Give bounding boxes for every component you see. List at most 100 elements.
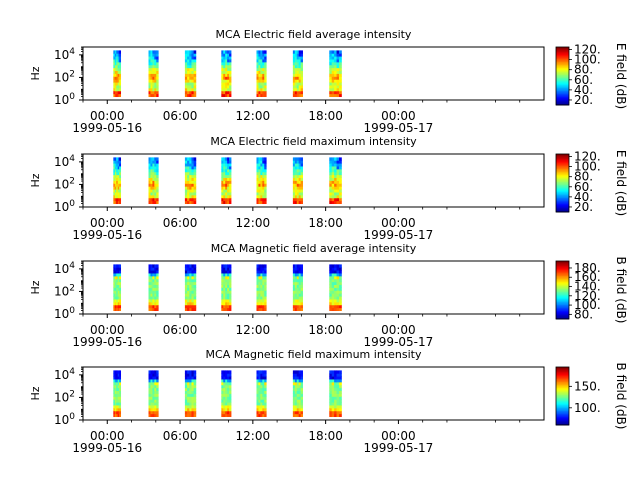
colorbar-tick-label: 120. (574, 43, 601, 57)
spectrogram-segment (113, 50, 122, 98)
spectrogram-segment (256, 264, 267, 312)
spectrogram-segment (292, 50, 303, 98)
colorbar-tick-label: 60. (574, 180, 593, 194)
panel-title: MCA Electric field maximum intensity (210, 135, 417, 148)
colorbar-tick-label: 120. (574, 150, 601, 164)
spectrogram-segment (329, 157, 342, 205)
x-tick-label: 12:00 (236, 216, 271, 230)
x-tick-label: 06:00 (163, 429, 198, 443)
x-tick-label: 18:00 (308, 429, 343, 443)
x-tick-date: 1999-05-17 (364, 228, 434, 242)
x-tick-label: 12:00 (236, 323, 271, 337)
y-tick-label: 100 (54, 412, 75, 427)
spectrogram-segment (256, 370, 267, 418)
y-tick-label: 104 (54, 261, 75, 276)
colorbar-tick-label: 150. (574, 379, 601, 393)
x-tick-label: 00:00 (381, 429, 416, 443)
x-tick-label: 00:00 (381, 109, 416, 123)
colorbar-tick-label: 80. (574, 307, 593, 321)
x-tick-label: 06:00 (163, 216, 198, 230)
y-tick-label: 104 (54, 154, 75, 169)
x-tick-label: 00:00 (381, 323, 416, 337)
spectrogram-segment (329, 50, 342, 98)
spectrogram-segment (148, 264, 159, 312)
x-tick-date: 1999-05-17 (364, 121, 434, 135)
x-tick-date: 1999-05-16 (72, 121, 142, 135)
spectrogram-segment (329, 370, 342, 418)
colorbar-tick-label: 100. (574, 160, 601, 174)
colorbar-label: B field (dB) (614, 363, 628, 430)
spectrogram-segment (292, 370, 303, 418)
axes-frame (82, 153, 545, 208)
colorbar-tick-label: 40. (574, 83, 593, 97)
colorbar-tick-label: 80. (574, 63, 593, 77)
y-axis-label: Hz (29, 386, 42, 400)
colorbar-tick-label: 40. (574, 190, 593, 204)
y-tick-label: 100 (54, 199, 75, 214)
spectrogram-segment (221, 157, 232, 205)
panel-4: MCA Magnetic field maximum intensity 100 1… (29, 348, 628, 455)
x-tick-label: 18:00 (308, 323, 343, 337)
colorbar-tick-label: 20. (574, 200, 593, 214)
colorbar-tick-label: 140. (574, 280, 601, 294)
panel-title: MCA Electric field average intensity (216, 28, 412, 41)
colorbar-tick-label: 100. (574, 298, 601, 312)
spectrogram-segment (256, 157, 267, 205)
panel-1: MCA Electric field average intensity 100 1… (29, 28, 628, 135)
x-tick-label: 00:00 (381, 216, 416, 230)
colorbar-tick-label: 80. (574, 170, 593, 184)
spectrogram-segment (256, 50, 267, 98)
spectrogram-segment (148, 50, 159, 98)
spectrogram-segment (184, 264, 197, 312)
spectrogram-segment (329, 264, 342, 312)
axes-frame (82, 366, 545, 421)
colorbar-label: B field (dB) (614, 257, 628, 324)
spectrogram-segment (113, 264, 122, 312)
colorbar-tick-label: 120. (574, 289, 601, 303)
colorbar-frame (555, 153, 570, 213)
spectrogram-segment (292, 157, 303, 205)
x-tick-date: 1999-05-16 (72, 441, 142, 455)
x-tick-label: 00:00 (90, 216, 125, 230)
colorbar-tick-label: 160. (574, 270, 601, 284)
x-tick-label: 12:00 (236, 429, 271, 443)
x-tick-label: 00:00 (90, 323, 125, 337)
x-tick-date: 1999-05-17 (364, 441, 434, 455)
spectrogram-segment (292, 264, 303, 312)
x-tick-label: 00:00 (90, 109, 125, 123)
panel-2: MCA Electric field maximum intensity 100 1… (29, 135, 628, 242)
x-tick-label: 00:00 (90, 429, 125, 443)
y-axis-label: Hz (29, 280, 42, 294)
colorbar-tick-label: 20. (574, 93, 593, 107)
colorbar: 20.40.60.80.100.120. E field (dB) (555, 150, 628, 216)
spectrogram-segment (113, 157, 122, 205)
axes-frame (82, 260, 545, 315)
colorbar-label: E field (dB) (614, 43, 628, 109)
spectrogram-segment (184, 157, 197, 205)
y-tick-label: 102 (54, 176, 75, 191)
y-tick-label: 102 (54, 283, 75, 298)
spectrogram-segment (221, 264, 232, 312)
y-tick-label: 100 (54, 306, 75, 321)
x-tick-label: 06:00 (163, 109, 198, 123)
colorbar-tick-label: 100. (574, 401, 601, 415)
spectrogram-segment (184, 50, 197, 98)
y-axis-label: Hz (29, 66, 42, 80)
axes-frame (82, 46, 545, 101)
panel-title: MCA Magnetic field average intensity (211, 242, 417, 255)
x-tick-label: 06:00 (163, 323, 198, 337)
spectrogram-segment (221, 50, 232, 98)
y-tick-label: 104 (54, 367, 75, 382)
y-tick-label: 100 (54, 92, 75, 107)
colorbar-tick-label: 60. (574, 73, 593, 87)
x-tick-label: 12:00 (236, 109, 271, 123)
colorbar-tick-label: 100. (574, 53, 601, 67)
x-tick-date: 1999-05-16 (72, 228, 142, 242)
colorbar: 80.100.120.140.160.180. B field (dB) (555, 257, 628, 324)
colorbar: 20.40.60.80.100.120. E field (dB) (555, 43, 628, 109)
spectrogram-segment (221, 370, 232, 418)
colorbar-label: E field (dB) (614, 150, 628, 216)
colorbar-frame (555, 366, 570, 426)
y-tick-label: 102 (54, 69, 75, 84)
y-axis-label: Hz (29, 173, 42, 187)
